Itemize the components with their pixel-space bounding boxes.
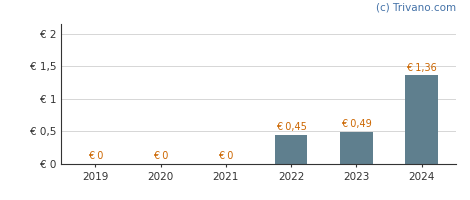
Text: € 0: € 0 bbox=[153, 151, 168, 161]
Text: € 0,49: € 0,49 bbox=[341, 119, 372, 129]
Bar bbox=[340, 132, 373, 164]
Text: € 0,45: € 0,45 bbox=[276, 122, 306, 132]
Text: € 1,36: € 1,36 bbox=[406, 63, 437, 73]
Text: € 0: € 0 bbox=[88, 151, 103, 161]
Bar bbox=[405, 75, 438, 164]
Text: (c) Trivano.com: (c) Trivano.com bbox=[376, 3, 456, 13]
Bar bbox=[275, 135, 307, 164]
Text: € 0: € 0 bbox=[218, 151, 234, 161]
